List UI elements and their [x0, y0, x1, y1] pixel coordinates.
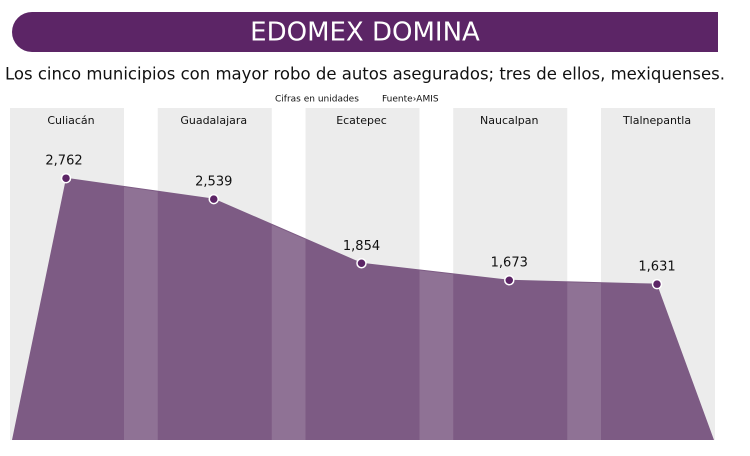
area-fill	[12, 178, 714, 440]
point	[60, 172, 72, 184]
value-label: 1,854	[343, 239, 380, 254]
gap-stripe	[271, 178, 306, 440]
source: Fuente›AMIS	[382, 95, 439, 105]
subtitle: Los cinco municipios con mayor robo de a…	[5, 65, 725, 84]
x-tick-label: Guadalajara	[180, 114, 247, 127]
x-tick-label: Tlalnepantla	[622, 114, 691, 127]
point	[356, 258, 367, 269]
value-label: 1,673	[491, 256, 528, 271]
value-label: 1,631	[638, 260, 675, 275]
point	[504, 274, 515, 286]
x-tick-label: Culiacán	[47, 114, 94, 127]
point	[651, 278, 663, 290]
value-label: 2,539	[195, 175, 232, 190]
x-tick-label: Naucalpan	[480, 114, 539, 127]
chart-title: EDOMEX DOMINA	[250, 18, 480, 48]
gap-stripe	[567, 178, 601, 440]
note: Cifras en unidades	[275, 95, 359, 105]
gap-stripe	[419, 178, 454, 440]
x-tick-label: Ecatepec	[336, 114, 387, 127]
point	[208, 193, 219, 205]
gap-stripe	[124, 178, 158, 440]
value-label: 2,762	[45, 154, 82, 169]
title-banner	[12, 12, 718, 52]
